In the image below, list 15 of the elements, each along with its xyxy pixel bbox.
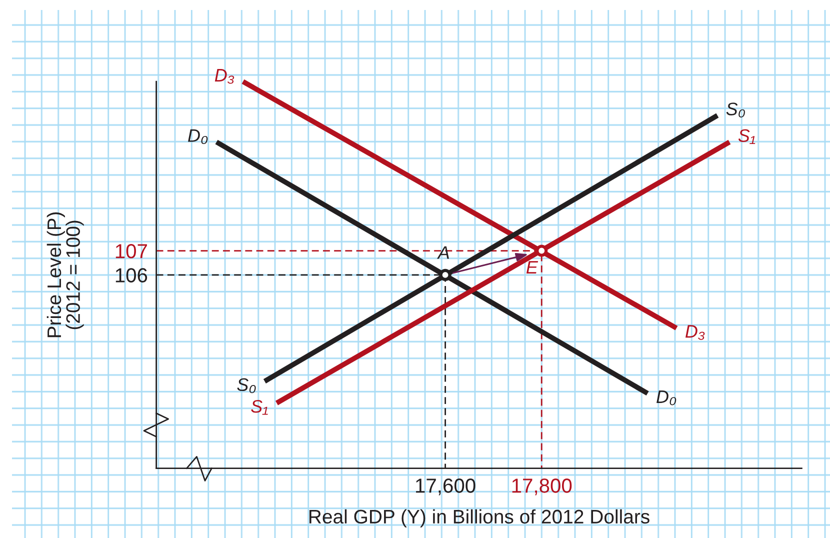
series-label: S₀ [726,102,745,118]
y-tick-label: 106 [116,268,148,282]
text: D₀ [656,390,676,406]
series-label: D₀ [188,129,208,144]
y-axis-title: Price Level (P) (2012 = 100) [46,212,84,338]
x-tick-label: 17,800 [512,478,572,496]
text: S₀ [237,378,256,394]
y-tick-label: 107 [116,244,147,258]
series-label: S₁ [738,129,756,144]
x-axis-title: Real GDP (Y) in Billions of 2012 Dollars [309,509,650,528]
annotation: E [526,261,538,274]
text: D₃ [685,325,705,340]
text: S₁ [251,400,268,415]
x-tick-label: 17,600 [416,478,476,496]
series-label: D₃ [214,69,234,84]
